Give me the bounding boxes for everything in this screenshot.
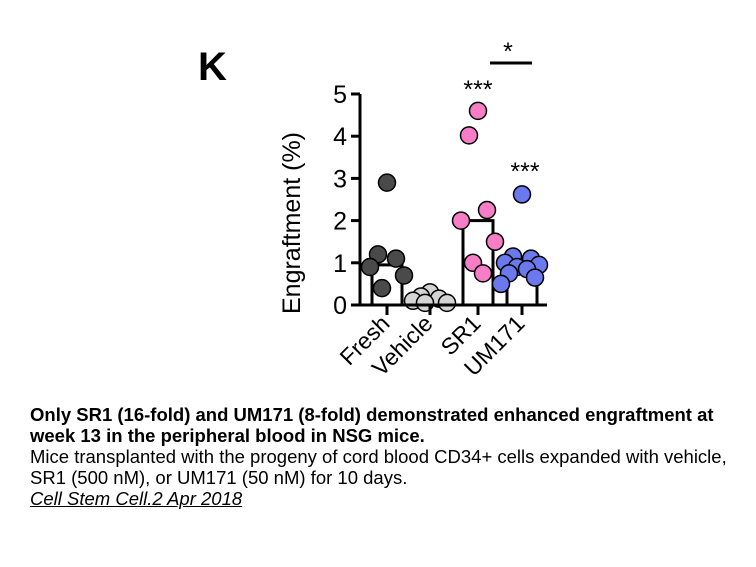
point-um171-10 — [491, 274, 511, 294]
y-axis-label: Engraftment (%) — [278, 132, 306, 314]
significance-sr1: *** — [463, 76, 492, 104]
y-tick-label-1: 1 — [333, 250, 347, 278]
point-fresh-6 — [372, 278, 392, 298]
y-tick-label-2: 2 — [333, 208, 347, 236]
point-um171-1 — [512, 185, 532, 204]
annotations-layer: ******* — [463, 38, 539, 186]
y-tick-label-3: 3 — [333, 165, 347, 193]
points-layer — [360, 101, 549, 313]
significance-um171: *** — [510, 158, 539, 186]
point-sr1-4 — [451, 211, 471, 230]
point-fresh-1 — [377, 173, 397, 192]
point-fresh-4 — [360, 257, 380, 277]
point-fresh-5 — [394, 266, 414, 285]
caption-citation[interactable]: Cell Stem Cell.2 Apr 2018 — [30, 488, 243, 509]
panel-label: K — [198, 45, 227, 89]
caption-headline: Only SR1 (16-fold) and UM171 (8-fold) de… — [30, 404, 714, 446]
point-vehicle-5 — [437, 293, 457, 313]
engraftment-chart: K Engraftment (%) 012345FreshVehicleSR1U… — [198, 38, 549, 381]
y-tick-label-0: 0 — [333, 292, 347, 320]
point-sr1-3 — [477, 200, 497, 220]
caption-body: Mice transplanted with the progeny of co… — [30, 446, 727, 488]
point-sr1-1 — [468, 101, 488, 121]
figure-caption: Only SR1 (16-fold) and UM171 (8-fold) de… — [30, 404, 740, 509]
point-fresh-3 — [386, 249, 406, 268]
significance-bracket: * — [503, 38, 513, 66]
y-tick-label-4: 4 — [333, 123, 347, 151]
y-tick-label-5: 5 — [333, 81, 347, 109]
point-sr1-7 — [473, 264, 493, 283]
point-um171-9 — [525, 268, 545, 287]
point-sr1-5 — [485, 232, 505, 251]
point-sr1-2 — [459, 126, 479, 145]
